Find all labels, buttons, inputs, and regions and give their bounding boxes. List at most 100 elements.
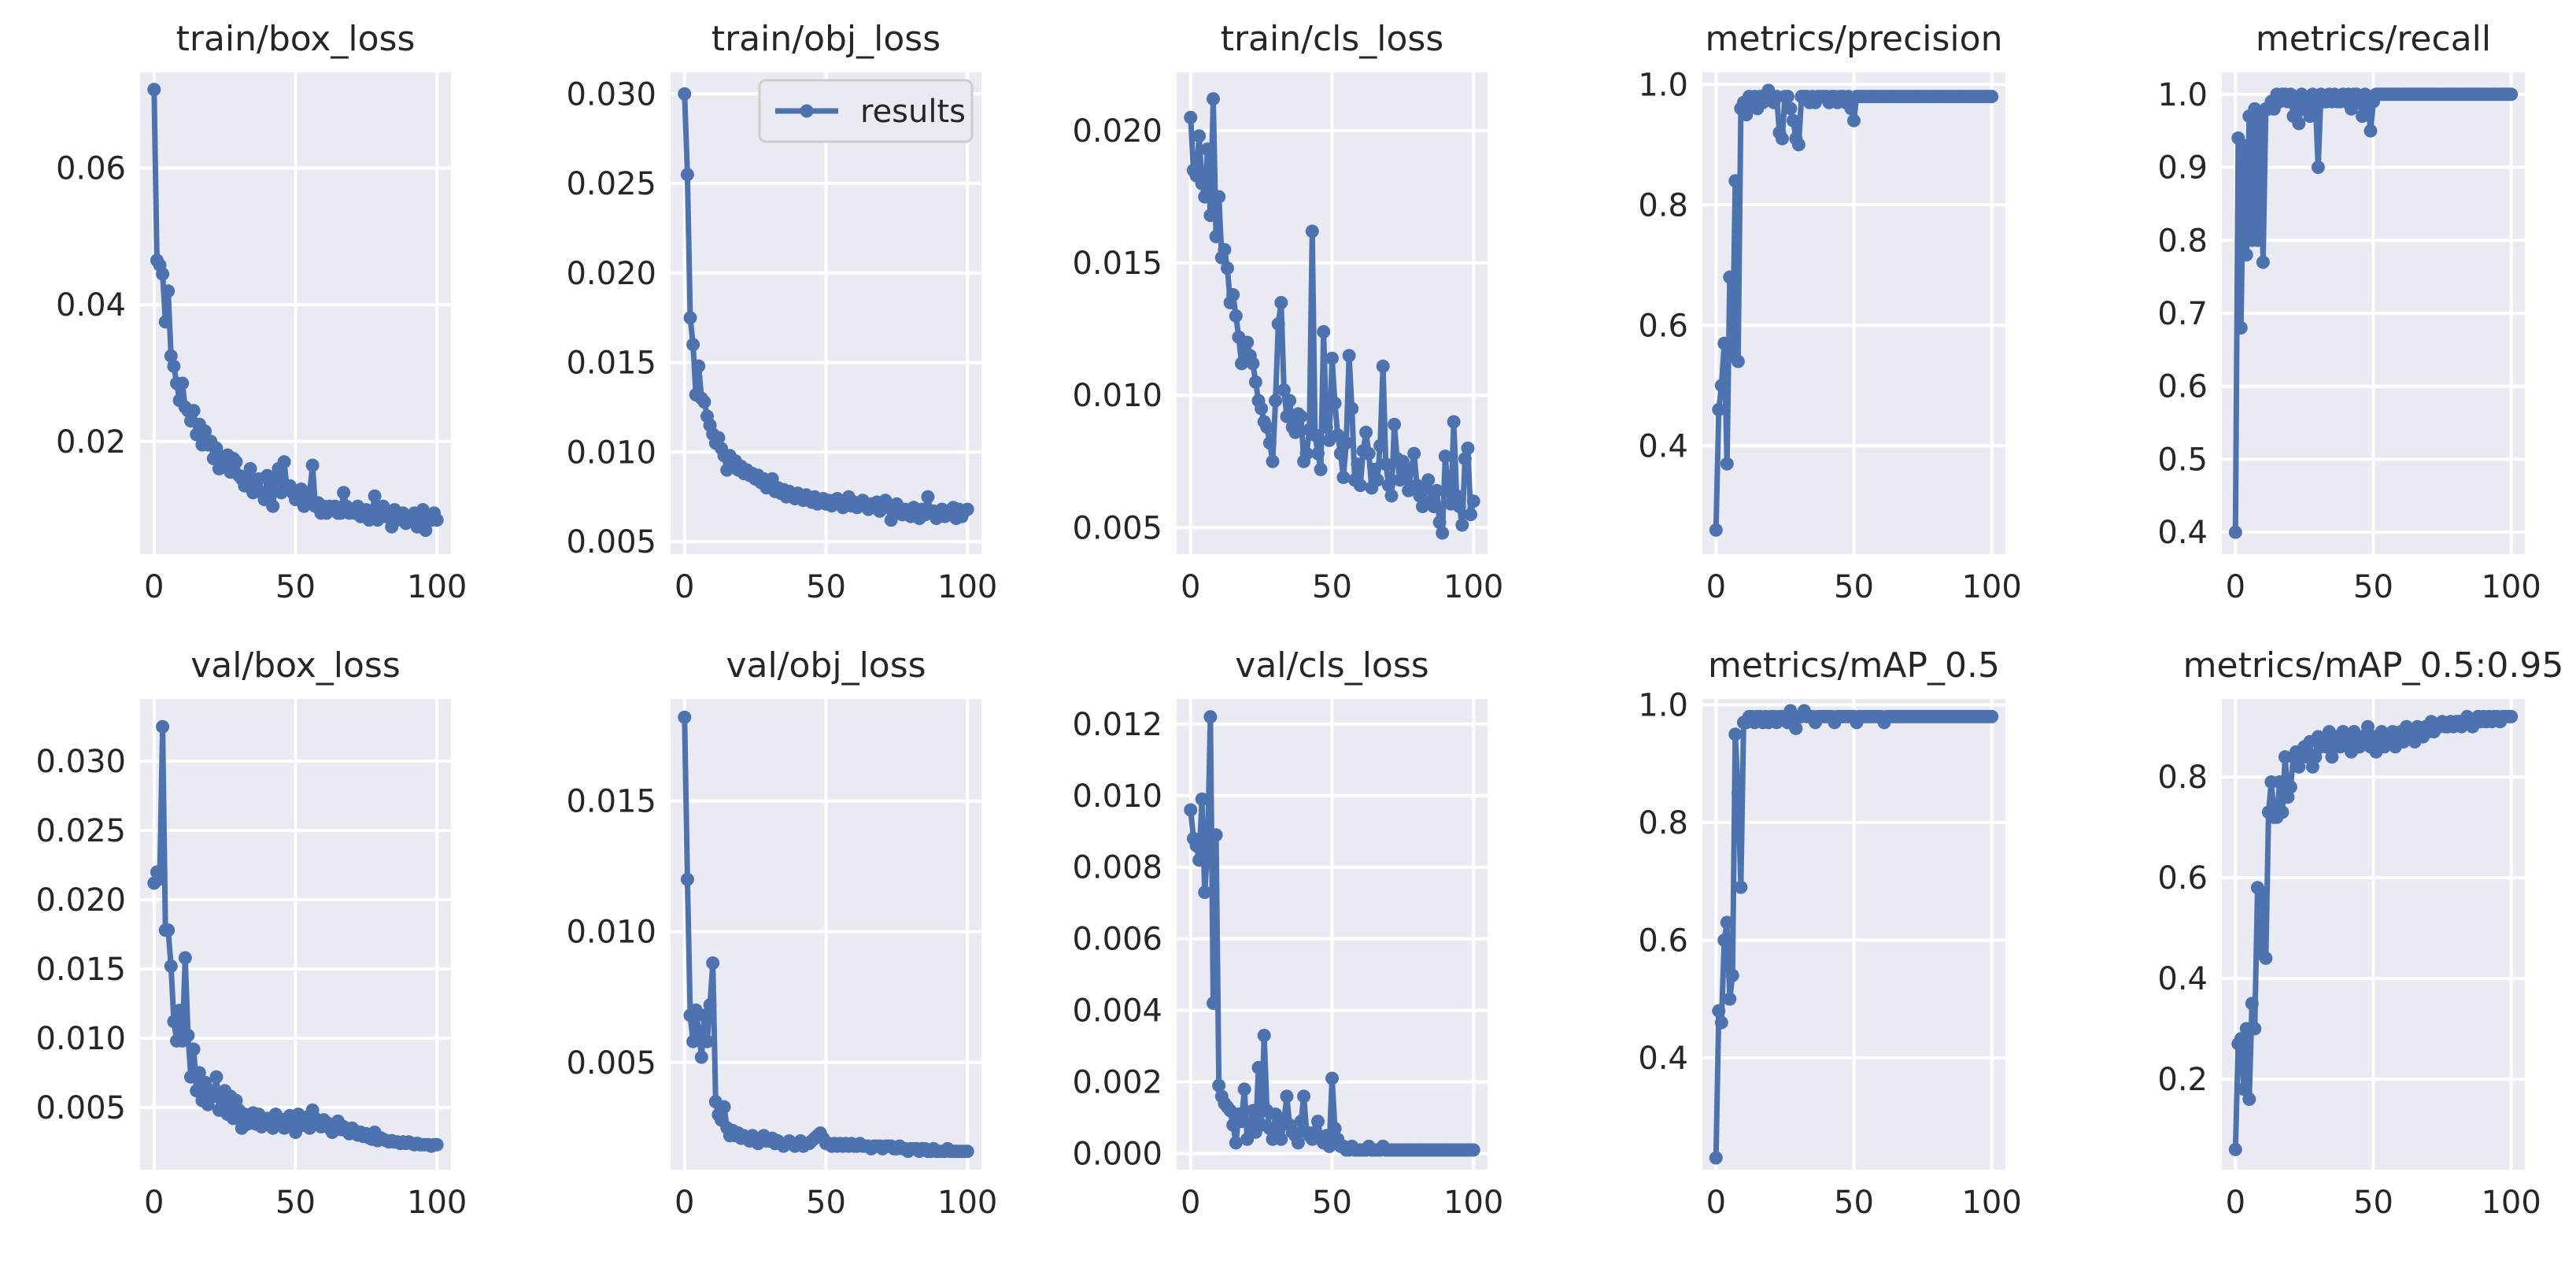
- x-tick-label: 0: [144, 569, 164, 605]
- data-point: [2361, 719, 2375, 734]
- y-tick-label: 0.010: [1072, 378, 1162, 414]
- data-point: [1351, 457, 1365, 471]
- data-point: [1466, 1143, 1480, 1157]
- x-tick-label: 100: [1443, 1185, 1503, 1221]
- data-point: [1200, 142, 1214, 156]
- data-point: [1725, 968, 1739, 982]
- data-point: [1731, 786, 1745, 801]
- data-point: [229, 455, 243, 469]
- data-point: [1373, 438, 1388, 453]
- data-point: [1367, 462, 1381, 476]
- panel-metrics-map-0-5: 0 50 100 0.4 0.6 0.8 1.0 metrics/mAP_0.5: [1638, 645, 2021, 1221]
- data-point: [697, 1008, 711, 1022]
- data-point: [1212, 190, 1226, 204]
- data-point: [680, 872, 694, 886]
- data-point: [164, 349, 178, 363]
- data-point: [2234, 1032, 2248, 1046]
- series-points: [2228, 87, 2519, 539]
- y-tick-label: 0.9: [2157, 150, 2208, 187]
- data-point: [680, 168, 694, 182]
- data-point: [1438, 449, 1452, 464]
- data-point: [1723, 992, 1737, 1006]
- data-point: [209, 1070, 224, 1084]
- data-point: [161, 923, 176, 937]
- data-point: [1311, 446, 1325, 460]
- y-tick-label: 0.012: [1072, 707, 1162, 743]
- data-point: [1786, 113, 1800, 128]
- x-tick-label: 0: [1706, 1185, 1726, 1221]
- data-point: [1248, 375, 1262, 389]
- data-point: [192, 1066, 206, 1080]
- data-point: [711, 431, 726, 445]
- data-point: [1370, 473, 1384, 487]
- x-tick-label: 0: [2226, 1185, 2245, 1221]
- data-point: [1342, 349, 1356, 363]
- x-tick-label: 100: [407, 1185, 467, 1221]
- data-point: [1294, 409, 1308, 423]
- data-point: [156, 719, 170, 734]
- data-point: [1328, 1122, 1342, 1136]
- data-point: [1336, 471, 1351, 484]
- data-point: [1739, 108, 1754, 122]
- y-tick-label: 0.015: [35, 952, 126, 988]
- data-point: [1461, 442, 1475, 455]
- data-point: [683, 311, 697, 325]
- y-tick-label: 0.06: [56, 151, 126, 187]
- data-point: [1847, 113, 1861, 128]
- y-tick-label: 0.005: [1072, 510, 1162, 546]
- data-point: [1359, 425, 1373, 439]
- data-point: [1235, 357, 1248, 371]
- data-point: [1712, 1004, 1726, 1018]
- y-tick-label: 0.000: [1072, 1137, 1162, 1173]
- data-point: [1717, 934, 1732, 947]
- x-tick-label: 0: [2226, 569, 2245, 605]
- panel-title: metrics/precision: [1706, 19, 2003, 59]
- data-point: [164, 960, 178, 973]
- x-tick-label: 50: [1312, 569, 1352, 605]
- data-point: [190, 1084, 204, 1098]
- y-tick-label: 0.020: [35, 882, 126, 919]
- data-point: [1345, 401, 1359, 416]
- data-point: [430, 1137, 444, 1152]
- data-point: [2283, 780, 2297, 794]
- panel-title: metrics/mAP_0.5: [1708, 645, 2000, 686]
- data-point: [187, 404, 201, 418]
- data-point: [686, 1034, 700, 1048]
- y-tick-label: 0.6: [2157, 369, 2208, 405]
- panel-train-cls-loss: 0 50 100 0.005 0.010 0.015 0.020 train/cls_loss: [1072, 19, 1503, 605]
- x-tick-label: 50: [806, 569, 846, 605]
- panel-title: train/obj_loss: [711, 19, 941, 59]
- data-point: [1388, 417, 1402, 431]
- data-point: [1271, 317, 1285, 331]
- data-point: [1280, 409, 1294, 423]
- legend-label: results: [860, 94, 966, 130]
- data-point: [1452, 500, 1466, 513]
- data-point: [717, 1100, 731, 1114]
- y-tick-label: 0.015: [566, 784, 656, 820]
- x-tick-label: 100: [2481, 1185, 2541, 1221]
- data-point: [2303, 109, 2317, 124]
- data-point: [2256, 255, 2270, 269]
- y-tick-label: 0.025: [566, 166, 656, 202]
- y-tick-label: 0.8: [2157, 223, 2208, 259]
- data-point: [1277, 383, 1291, 397]
- data-point: [686, 338, 700, 352]
- y-tick-label: 1.0: [2157, 77, 2208, 113]
- data-point: [158, 315, 172, 329]
- data-point: [1274, 296, 1288, 309]
- data-point: [1985, 90, 1999, 104]
- data-point: [1432, 516, 1447, 530]
- y-tick-label: 1.0: [1638, 687, 1688, 723]
- data-point: [368, 489, 382, 503]
- data-point: [1447, 415, 1461, 429]
- y-tick-label: 0.030: [35, 744, 126, 780]
- data-point: [172, 1004, 187, 1018]
- y-tick-label: 0.015: [566, 346, 656, 382]
- data-point: [2356, 109, 2369, 124]
- y-tick-label: 0.004: [1072, 993, 1162, 1030]
- data-point: [1362, 446, 1376, 460]
- panel-train-box-loss: 0 50 100 0.02 0.04 0.06 train/box_loss: [56, 19, 467, 605]
- data-point: [1209, 828, 1223, 842]
- data-point: [176, 376, 190, 390]
- series-points: [1709, 704, 1999, 1165]
